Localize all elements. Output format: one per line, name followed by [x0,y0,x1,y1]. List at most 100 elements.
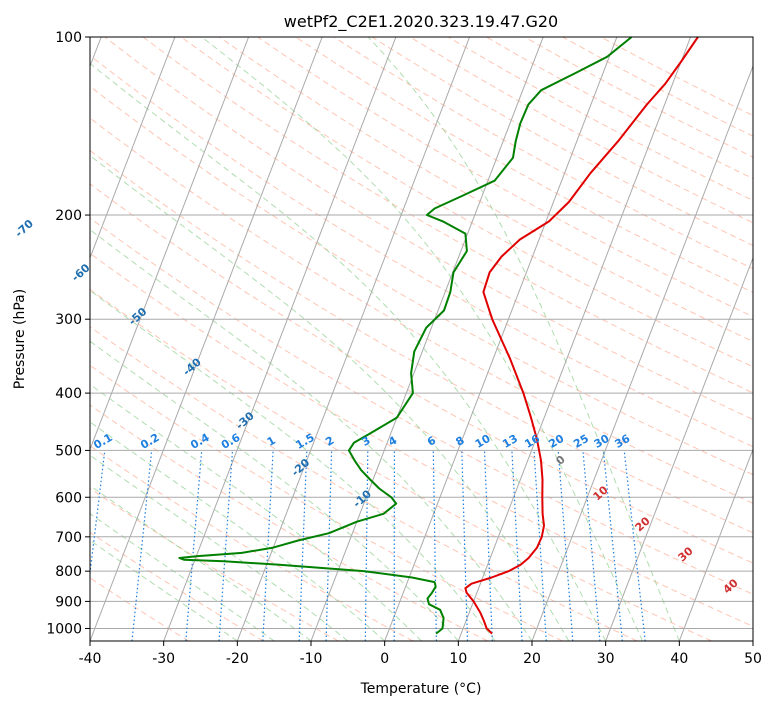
dry-adiabat [104,37,753,420]
mixing-ratio-label: 25 [571,432,591,451]
dry-adiabat [180,37,753,368]
dry-adiabat [90,364,563,641]
dry-adiabat [90,217,753,595]
isotherm-label: -70 [13,217,37,240]
x-axis-label: Temperature (°C) [360,681,482,697]
mixing-ratio-label: 4 [386,434,399,449]
y-tick-label: 700 [55,530,82,546]
x-tick-label: 30 [597,651,615,667]
x-tick-label: -20 [226,651,249,667]
moist-adiabat [90,484,312,641]
background-lines [90,37,753,641]
mixing-ratio-label: 1.5 [293,431,316,452]
dry-adiabat [90,531,264,641]
dry-adiabat [90,487,339,641]
mixing-ratio-line [602,450,623,641]
x-tick-label: -30 [152,651,175,667]
isotherm-line [90,37,176,260]
dry-adiabat [333,37,753,270]
dry-adiabat [409,37,753,224]
dry-adiabat [90,117,753,504]
moist-adiabat [90,421,386,641]
hodograph-label: 30 [676,544,696,564]
mixing-ratio-label: 30 [592,432,612,451]
axes: -40 -30 -20 -10 0 10 20 30 40 5010009008007006005… [46,30,762,667]
mixing-ratio-label: 6 [425,434,438,449]
moist-adiabat [90,154,570,641]
y-tick-label: 1000 [46,621,82,637]
dry-adiabat [90,85,753,476]
y-tick-label: 200 [55,208,82,224]
isotherm-line [163,37,397,641]
moist-adiabat [90,383,422,641]
dry-adiabat [524,37,753,158]
mixing-ratio-line [185,450,203,641]
y-tick-label: 400 [55,386,82,402]
isotherm-line [678,447,753,641]
isotherm-line [457,37,692,641]
x-tick-label: 10 [449,651,467,667]
x-tick-label: 0 [380,651,389,667]
mixing-ratio-label: 36 [613,432,633,451]
mixing-ratio-label: 13 [500,432,520,451]
moist-adiabat [90,340,459,641]
mixing-ratio-line [533,450,547,641]
x-tick-label: -40 [79,651,102,667]
x-tick-label: 40 [670,651,688,667]
mixing-ratio-label: 0.1 [91,431,114,452]
isotherm-label: -10 [351,487,375,510]
dry-adiabat [90,577,190,641]
moist-adiabat [90,513,275,641]
mixing-ratio-label: 1 [265,434,278,449]
x-tick-label: -10 [300,651,323,667]
dry-adiabat [90,54,753,448]
y-tick-label: 100 [55,30,82,46]
moist-adiabat [201,37,643,641]
isotherm-line [531,64,753,641]
isotherm-label: -60 [69,261,93,284]
dry-adiabat [219,37,753,343]
dry-adiabat [295,37,753,293]
moist-adiabat [90,539,238,641]
dry-adiabat [257,37,753,318]
x-tick-label: 20 [523,651,541,667]
mixing-ratio-line [432,450,437,641]
mixing-ratio-label: 0.2 [138,431,161,452]
profile-lines [178,37,699,635]
dry-adiabat [90,252,753,627]
mixing-ratio-label: 2 [323,434,336,449]
isotherm-line [90,37,323,641]
mixing-ratio-line [298,450,308,641]
isotherm-label: -20 [289,456,313,479]
moist-adiabat [90,289,496,641]
moist-adiabat [367,37,680,641]
dry-adiabat [90,404,488,641]
hodograph-label: 0 [553,453,568,468]
plot-frame [89,36,754,642]
y-tick-label: 900 [55,594,82,610]
y-tick-label: 300 [55,312,82,328]
mixing-ratio-line [557,450,574,641]
moist-adiabat [90,229,533,641]
mixing-ratio-label: 8 [453,434,466,449]
mixing-ratio-line [325,450,333,641]
moist-adiabat [90,454,349,641]
dewpoint-profile [178,37,633,635]
isotherm-line [752,639,753,641]
mixing-ratio-line [483,450,493,641]
hodograph-label: 20 [633,514,653,534]
y-tick-label: 600 [55,490,82,506]
mixing-ratio-line [131,450,153,641]
hodograph-label: 40 [721,576,741,596]
isotherm-label: -30 [233,409,257,432]
inner-labels: 0.10.20.40.611.52346810131620253036-100-… [13,217,741,596]
y-tick-label: 500 [55,443,82,459]
dry-adiabat [486,37,753,180]
x-tick-label: 50 [744,651,762,667]
dry-adiabat [90,326,638,641]
isotherm-line [236,37,471,641]
dry-adiabat [562,37,753,137]
mixing-ratio-line [364,450,369,641]
